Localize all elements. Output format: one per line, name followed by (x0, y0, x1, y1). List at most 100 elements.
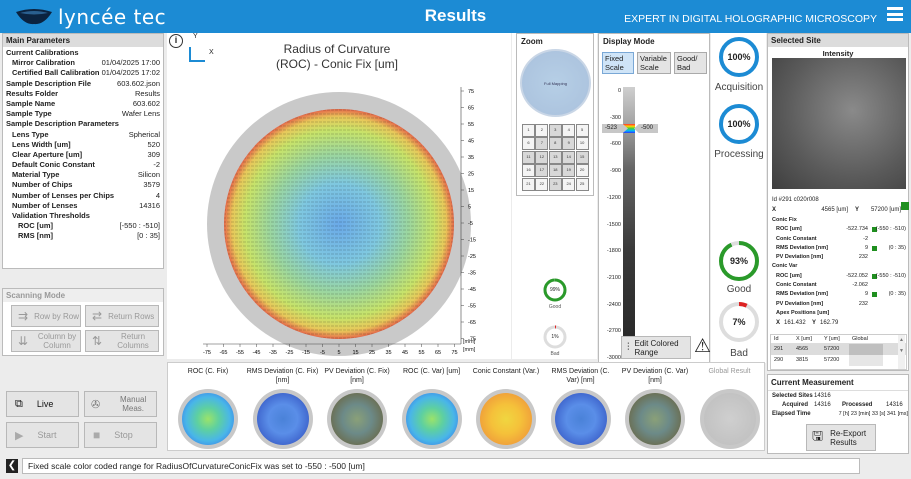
zoom-cell[interactable]: 18 (548, 164, 562, 178)
edit-colored-range-button[interactable]: ⫶ Edit Colored Range (621, 336, 691, 359)
result-thumbnail[interactable]: ROC (C. Fix) (172, 367, 244, 451)
param-row: Number of Chips 3579 (6, 180, 160, 190)
play-icon: ▶ (15, 429, 24, 442)
column-arrow-icon: ⇊ (18, 334, 29, 348)
zoom-cell[interactable]: 20 (575, 164, 589, 178)
axis-x-arrow-icon (189, 60, 205, 62)
display-mode-panel: Display Mode Fixed Scale Variable Scale … (598, 33, 711, 363)
zoom-cell[interactable]: 25 (575, 177, 589, 191)
site-status-indicator (901, 202, 909, 210)
y-tick-label: -5 (468, 221, 473, 227)
intensity-image[interactable] (772, 58, 906, 189)
zoom-full-mapping[interactable]: Full Mapping (520, 49, 591, 117)
color-scale-bar (623, 87, 635, 357)
table-header: X [um] (796, 336, 812, 342)
info-icon[interactable]: i (169, 34, 183, 48)
thumbnail-label: Global Result (708, 368, 751, 375)
x-tick-label: 35 (385, 350, 391, 356)
zoom-cell[interactable]: 9 (562, 137, 576, 151)
param-row: Results Folder Results (6, 89, 160, 99)
table-scrollbar[interactable]: ▲ ▼ (898, 335, 905, 369)
zoom-cell[interactable]: 24 (562, 177, 576, 191)
result-thumbnail[interactable]: PV Deviation (C. Var) [nm] (619, 367, 691, 451)
sites-table: Id X [um] Y [um] Global 291 4565 57200 290 3815… (770, 334, 907, 370)
metric-key: Conic Fix (772, 217, 797, 223)
site-x-label: X (772, 207, 777, 213)
live-button[interactable]: ⧉ Live (6, 391, 79, 417)
result-thumbnail[interactable]: ROC (C. Var) [um] (396, 367, 468, 451)
start-button[interactable]: ▶ Start (6, 422, 79, 448)
result-thumbnail[interactable]: PV Deviation (C. Fix) [nm] (321, 367, 393, 451)
zoom-grid: 1 2 3 4 5 6 7 8 9 10 11 12 13 14 15 16 17 18 19 20 21 22 23 24 2… (522, 124, 589, 191)
zoom-cell[interactable]: 15 (575, 150, 589, 164)
zoom-cell[interactable]: 7 (535, 137, 549, 151)
table-cell: 291 (774, 346, 784, 352)
zoom-cell[interactable]: 12 (535, 150, 549, 164)
zoom-cell[interactable]: 1 (522, 124, 535, 137)
zoom-cell[interactable]: 5 (575, 124, 589, 137)
row-by-row-button[interactable]: ⇉ Row by Row (11, 305, 81, 327)
acquired-label: Acquired (782, 402, 809, 408)
thumbnail-label: PV Deviation (C. Fix) [nm] (324, 368, 390, 384)
acquisition-label: Acquisition (714, 82, 764, 93)
param-value: 01/04/2025 17:00 (101, 58, 160, 68)
wafer-map[interactable]: 756555453525155-5-15-25-35-45-55-65-75-7… (167, 33, 511, 359)
zoom-cell[interactable]: 11 (522, 150, 535, 164)
right-range-marker[interactable]: -500 (634, 124, 658, 133)
good-bad-button[interactable]: Good/ Bad (674, 52, 707, 74)
zoom-cell[interactable]: 19 (562, 164, 576, 178)
column-by-column-button[interactable]: ⇊ Column by Column (11, 330, 81, 352)
x-tick-label: 75 (451, 350, 457, 356)
zoom-cell[interactable]: 3 (548, 124, 562, 137)
param-key: Lens Width [um] (12, 139, 71, 149)
zoom-cell[interactable]: 16 (522, 164, 535, 178)
table-row[interactable]: 291 4565 57200 (771, 344, 906, 355)
stop-button[interactable]: ■ Stop (84, 422, 157, 448)
zoom-cell[interactable]: 17 (535, 164, 549, 178)
left-range-marker[interactable]: -523 (602, 124, 628, 133)
zoom-cell[interactable]: 6 (522, 137, 535, 151)
y-tick-label: -25 (468, 254, 476, 260)
result-thumbnail[interactable]: Conic Constant (Var.) (470, 367, 542, 451)
re-export-results-button[interactable]: 🖫 Re-Export Results (806, 424, 876, 451)
param-value: 520 (147, 139, 160, 149)
param-key: Results Folder (6, 88, 59, 98)
bad-percent: 7% (732, 317, 746, 327)
variable-scale-button[interactable]: Variable Scale (637, 52, 671, 74)
zoom-cell[interactable]: 2 (535, 124, 549, 137)
return-columns-button[interactable]: ⇅ Return Columns (85, 330, 159, 352)
thumbnail-wafer (401, 389, 462, 449)
hamburger-menu-icon[interactable] (887, 7, 903, 21)
param-value: 603.602.json (117, 78, 160, 88)
current-measurement-title: Current Measurement (768, 375, 908, 391)
result-thumbnail[interactable]: RMS Deviation (C. Var) [nm] (545, 367, 617, 451)
zoom-cell[interactable]: 22 (535, 177, 549, 191)
manual-measure-button[interactable]: ✇ Manual Meas. (84, 391, 157, 417)
param-key: Number of Chips (12, 180, 73, 190)
collapse-arrow-icon[interactable]: ❮ (6, 459, 18, 473)
zoom-cell[interactable]: 14 (562, 150, 576, 164)
return-rows-button[interactable]: ⇄ Return Rows (85, 305, 159, 327)
result-thumbnails: ROC (C. Fix) RMS Deviation (C. Fix) [nm] P… (167, 362, 765, 451)
param-row: Lens Type Spherical (6, 130, 160, 140)
param-value: Silicon (137, 170, 160, 180)
apex-x-label: X (776, 320, 781, 326)
row-arrow-icon: ⇉ (18, 309, 29, 323)
result-thumbnail[interactable]: RMS Deviation (C. Fix) [nm] (247, 367, 319, 451)
zoom-cell[interactable]: 21 (522, 177, 535, 191)
thumbnail-label: Conic Constant (Var.) (472, 368, 540, 375)
param-row: ROC [um] [-550 : -510] (6, 221, 160, 231)
result-thumbnail[interactable]: Global Result (694, 367, 766, 451)
display-mode-title: Display Mode (603, 37, 655, 46)
zoom-cell[interactable]: 13 (548, 150, 562, 164)
zoom-cell[interactable]: 8 (548, 137, 562, 151)
zoom-cell[interactable]: 4 (562, 124, 576, 137)
fixed-scale-button[interactable]: Fixed Scale (602, 52, 634, 74)
zoom-cell[interactable]: 10 (575, 137, 589, 151)
metric-pass-indicator (872, 245, 877, 251)
zoom-cell[interactable]: 23 (548, 177, 562, 191)
main-parameters-panel: Main Parameters Current Calibrations Mirr… (2, 33, 164, 269)
param-value: Results (134, 88, 160, 98)
table-row[interactable]: 290 3815 57200 (771, 355, 906, 366)
table-cell: 4565 (796, 346, 809, 352)
